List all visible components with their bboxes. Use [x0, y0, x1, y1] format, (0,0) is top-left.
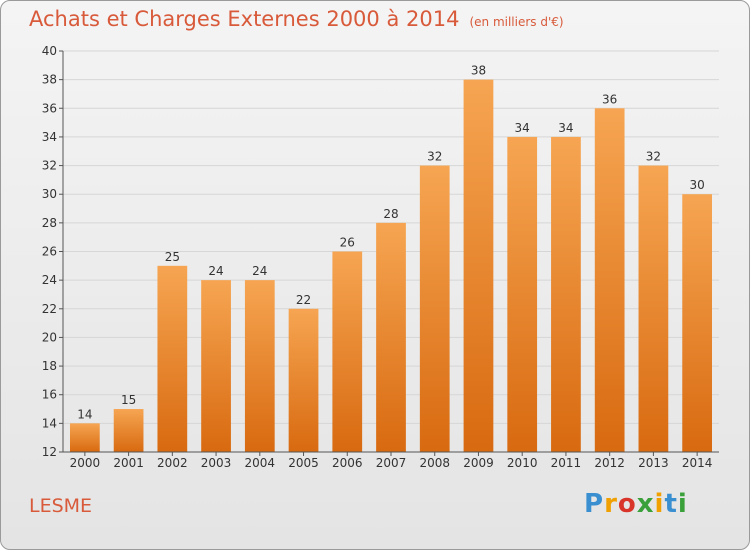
- logo-letter: t: [664, 489, 678, 519]
- data-label-2012: 36: [602, 92, 617, 106]
- y-tick-label: 12: [42, 445, 57, 459]
- y-tick-label: 14: [42, 416, 57, 430]
- bar-2014: [682, 194, 713, 452]
- bar-2004: [244, 280, 275, 452]
- data-label-2006: 26: [340, 236, 355, 250]
- y-tick-label: 24: [42, 273, 57, 287]
- bar-2002: [157, 265, 188, 452]
- bar-2006: [332, 251, 363, 452]
- y-tick-label: 32: [42, 159, 57, 173]
- x-tick-label-2007: 2007: [376, 456, 407, 470]
- x-tick-label-2008: 2008: [419, 456, 450, 470]
- data-label-2007: 28: [383, 207, 398, 221]
- x-tick-label-2000: 2000: [70, 456, 101, 470]
- data-label-2011: 34: [558, 121, 573, 135]
- bar-2009: [463, 79, 494, 453]
- labels: 12 14 16 18 20 22 24 26 28 30 32 34 36 38 40 14 2000 15 20…: [42, 44, 713, 470]
- bar-2012: [594, 108, 625, 453]
- logo-letter: r: [604, 489, 618, 519]
- x-tick-label-2001: 2001: [113, 456, 144, 470]
- bar-2010: [507, 136, 538, 452]
- data-label-2004: 24: [252, 264, 267, 278]
- y-tick-label: 40: [42, 44, 57, 58]
- x-tick-label-2014: 2014: [682, 456, 713, 470]
- x-tick-label-2002: 2002: [157, 456, 188, 470]
- title-text: Achats et Charges Externes 2000 à 2014: [29, 7, 460, 31]
- x-tick-label-2004: 2004: [245, 456, 276, 470]
- bar-2007: [376, 222, 406, 452]
- y-tick-label: 36: [42, 101, 57, 115]
- data-label-2001: 15: [121, 393, 136, 407]
- bar-2008: [419, 165, 450, 453]
- data-label-2008: 32: [427, 150, 442, 164]
- title-unit: (en milliers d'€): [469, 15, 564, 29]
- y-tick-label: 22: [42, 302, 57, 316]
- bar-2013: [638, 165, 669, 453]
- x-tick-label-2006: 2006: [332, 456, 363, 470]
- data-label-2009: 38: [471, 64, 486, 78]
- data-label-2005: 22: [296, 293, 311, 307]
- axes: [59, 50, 719, 456]
- proxiti-logo[interactable]: Proxiti: [584, 489, 688, 519]
- y-tick-label: 34: [42, 130, 57, 144]
- data-label-2013: 32: [646, 150, 661, 164]
- data-label-2010: 34: [515, 121, 530, 135]
- x-tick-label-2011: 2011: [551, 456, 582, 470]
- logo-letter: P: [584, 489, 605, 519]
- chart-title: Achats et Charges Externes 2000 à 2014 (e…: [29, 7, 564, 31]
- bar-2005: [288, 308, 319, 452]
- bar-2001: [113, 409, 144, 452]
- x-tick-label-2012: 2012: [594, 456, 625, 470]
- bars: [69, 79, 713, 453]
- x-tick-label-2013: 2013: [638, 456, 669, 470]
- y-tick-label: 38: [42, 73, 57, 87]
- bar-2011: [551, 136, 581, 452]
- x-tick-label-2010: 2010: [507, 456, 538, 470]
- data-label-2000: 14: [77, 407, 92, 421]
- y-tick-label: 16: [42, 388, 57, 402]
- y-tick-label: 18: [42, 359, 57, 373]
- y-tick-label: 28: [42, 216, 57, 230]
- data-label-2003: 24: [208, 264, 223, 278]
- logo-letter: o: [617, 489, 637, 519]
- data-label-2014: 30: [689, 178, 704, 192]
- logo-letter: i: [654, 489, 665, 519]
- y-tick-label: 26: [42, 245, 57, 259]
- commune-name: LESME: [29, 495, 93, 517]
- bar-2000: [69, 423, 100, 452]
- bar-2003: [201, 280, 231, 452]
- x-tick-label-2005: 2005: [288, 456, 319, 470]
- y-tick-label: 20: [42, 330, 57, 344]
- y-tick-label: 30: [42, 187, 57, 201]
- logo-letter: i: [677, 489, 688, 519]
- x-tick-label-2009: 2009: [463, 456, 494, 470]
- x-tick-label-2003: 2003: [201, 456, 232, 470]
- data-label-2002: 25: [165, 250, 180, 264]
- logo-letter: x: [636, 489, 655, 519]
